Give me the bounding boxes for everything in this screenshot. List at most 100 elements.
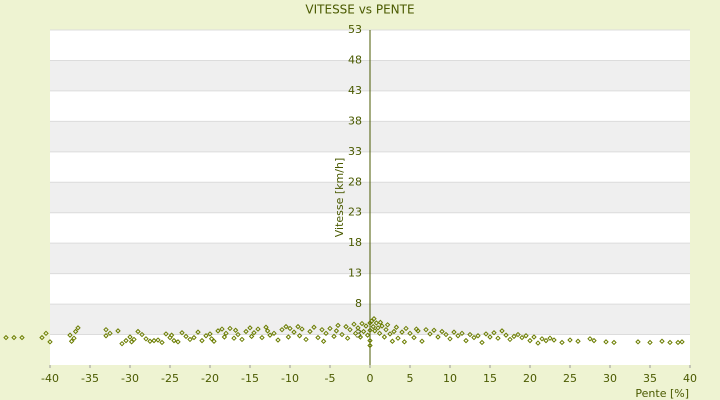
point — [371, 316, 377, 322]
x-tick-label: 40 — [683, 372, 697, 385]
point — [175, 339, 181, 345]
point — [119, 340, 125, 347]
point — [355, 325, 361, 331]
point — [239, 336, 245, 343]
point — [389, 338, 396, 344]
point — [319, 326, 325, 333]
point — [303, 336, 309, 343]
point — [527, 337, 533, 344]
x-tick-label: -5 — [325, 372, 336, 385]
point — [168, 332, 175, 338]
y-tick-label: 43 — [348, 84, 362, 97]
point — [423, 326, 429, 333]
point — [368, 318, 375, 324]
point — [455, 333, 461, 339]
point — [251, 330, 257, 336]
point — [575, 338, 581, 344]
point — [72, 328, 79, 335]
point — [463, 337, 469, 344]
point — [667, 339, 673, 346]
point — [347, 326, 353, 333]
point — [515, 331, 521, 338]
y-tick-label: 38 — [348, 114, 362, 127]
point — [559, 339, 565, 346]
point — [331, 333, 337, 340]
point — [271, 330, 277, 337]
point — [19, 334, 25, 341]
point — [283, 323, 289, 330]
point — [675, 339, 681, 346]
point — [263, 324, 269, 330]
point — [207, 331, 213, 337]
point — [219, 326, 225, 332]
point — [296, 333, 303, 339]
point — [103, 333, 109, 339]
point — [163, 331, 169, 337]
point — [47, 339, 53, 345]
x-tick-label: 35 — [643, 372, 657, 385]
x-tick-label: -40 — [41, 372, 59, 385]
point — [379, 323, 385, 329]
x-tick-label: 10 — [443, 372, 457, 385]
point — [419, 338, 425, 344]
x-tick-label: -15 — [241, 372, 259, 385]
point — [187, 336, 193, 343]
point — [335, 322, 341, 329]
point — [376, 330, 383, 337]
y-tick-label: 8 — [355, 297, 362, 310]
point — [231, 335, 237, 341]
point — [143, 336, 149, 342]
point — [171, 337, 177, 344]
point — [3, 334, 9, 341]
point — [123, 337, 129, 344]
point — [221, 334, 228, 340]
y-tick-label: 13 — [348, 267, 362, 280]
point — [403, 325, 409, 332]
point — [443, 331, 449, 338]
point — [307, 328, 313, 335]
point — [499, 328, 505, 334]
point — [151, 337, 157, 344]
point — [447, 336, 453, 342]
point — [191, 334, 197, 341]
x-tick-label: 5 — [407, 372, 414, 385]
point — [483, 331, 489, 337]
point — [43, 330, 49, 337]
y-tick-label: 23 — [348, 206, 362, 219]
point — [255, 326, 261, 332]
x-tick-label: 25 — [563, 372, 577, 385]
point — [147, 338, 153, 344]
point — [259, 334, 265, 341]
point — [248, 333, 255, 340]
point — [68, 338, 75, 344]
point — [267, 332, 273, 338]
point — [311, 324, 317, 330]
point — [523, 333, 529, 339]
point — [411, 334, 417, 341]
point — [377, 319, 384, 326]
point — [179, 330, 185, 336]
point — [203, 333, 209, 339]
point — [407, 330, 413, 337]
y-tick-label: 18 — [348, 236, 362, 249]
point — [359, 320, 365, 327]
point — [211, 338, 217, 344]
point — [357, 334, 364, 340]
x-tick-label: 0 — [367, 372, 374, 385]
y-tick-label: 33 — [348, 145, 362, 158]
point — [491, 330, 497, 336]
x-tick-label: -35 — [81, 372, 99, 385]
point — [367, 342, 373, 349]
point — [351, 321, 357, 327]
y-tick-label: 28 — [348, 175, 362, 188]
point — [635, 339, 641, 345]
point — [547, 335, 553, 341]
point — [395, 335, 401, 341]
point — [587, 336, 593, 342]
y-axis-label: Vitesse [km/h] — [333, 158, 346, 238]
point — [131, 336, 137, 343]
point — [323, 330, 329, 337]
point — [415, 328, 421, 334]
point — [381, 334, 388, 340]
point — [71, 335, 77, 341]
